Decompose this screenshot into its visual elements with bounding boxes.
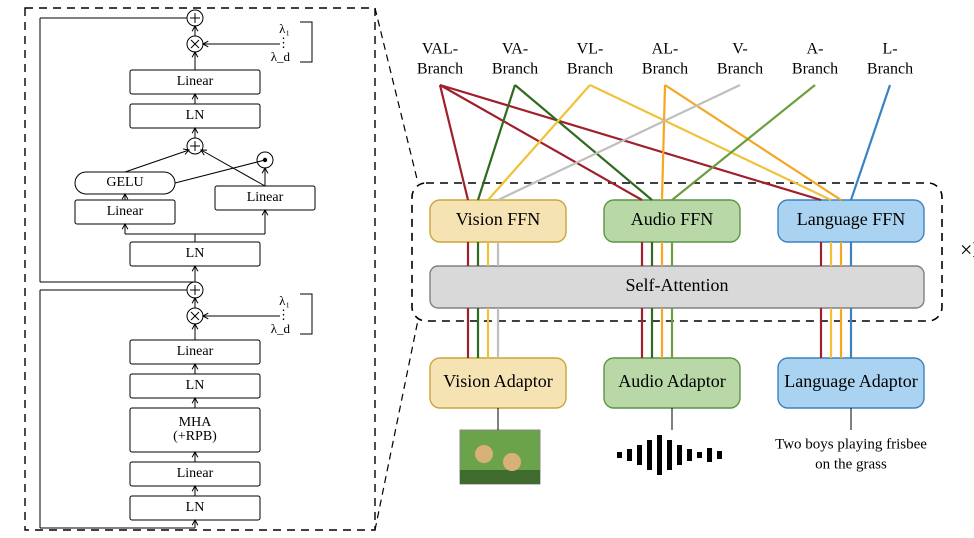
svg-text:Two boys playing frisbee: Two boys playing frisbee (775, 436, 927, 452)
svg-text:Branch: Branch (642, 61, 688, 78)
svg-text:Branch: Branch (867, 61, 913, 78)
svg-text:Branch: Branch (792, 61, 838, 78)
svg-text:V-: V- (732, 41, 747, 58)
svg-text:Vision FFN: Vision FFN (456, 209, 540, 229)
svg-text:⋮: ⋮ (277, 35, 290, 50)
svg-text:Branch: Branch (417, 61, 463, 78)
svg-text:GELU: GELU (106, 175, 143, 190)
svg-text:Vision Adaptor: Vision Adaptor (443, 371, 552, 391)
svg-text:LN: LN (186, 108, 205, 123)
svg-text:Audio FFN: Audio FFN (631, 209, 714, 229)
svg-text:Branch: Branch (717, 61, 763, 78)
svg-text:Linear: Linear (247, 190, 284, 205)
svg-text:VA-: VA- (502, 41, 528, 58)
svg-text:×N: ×N (960, 237, 974, 262)
svg-text:A-: A- (807, 41, 824, 58)
svg-text:Linear: Linear (177, 466, 214, 481)
svg-text:Branch: Branch (492, 61, 538, 78)
svg-text:Self-Attention: Self-Attention (626, 275, 729, 295)
svg-text:Language FFN: Language FFN (797, 209, 905, 229)
svg-text:(+RPB): (+RPB) (173, 429, 217, 444)
svg-text:λ₁: λ₁ (279, 293, 290, 308)
svg-text:Linear: Linear (177, 74, 214, 89)
svg-text:VAL-: VAL- (422, 41, 458, 58)
svg-text:Audio Adaptor: Audio Adaptor (618, 371, 726, 391)
svg-text:VL-: VL- (577, 41, 604, 58)
svg-text:AL-: AL- (652, 41, 679, 58)
svg-text:λ_d: λ_d (271, 321, 291, 336)
svg-text:on the grass: on the grass (815, 456, 887, 472)
svg-text:LN: LN (186, 246, 205, 261)
svg-text:LN: LN (186, 500, 205, 515)
svg-text:Branch: Branch (567, 61, 613, 78)
svg-text:LN: LN (186, 378, 205, 393)
svg-text:Linear: Linear (177, 344, 214, 359)
svg-text:λ₁: λ₁ (279, 21, 290, 36)
svg-text:Language Adaptor: Language Adaptor (784, 371, 917, 391)
svg-text:Linear: Linear (107, 204, 144, 219)
architecture-diagram: Linear LN GELU Linear Linear LN Linear LN MHA(+R… (0, 0, 974, 538)
svg-text:λ_d: λ_d (271, 49, 291, 64)
svg-text:L-: L- (882, 41, 897, 58)
svg-text:⋮: ⋮ (277, 307, 290, 322)
svg-text:MHA: MHA (179, 415, 213, 430)
